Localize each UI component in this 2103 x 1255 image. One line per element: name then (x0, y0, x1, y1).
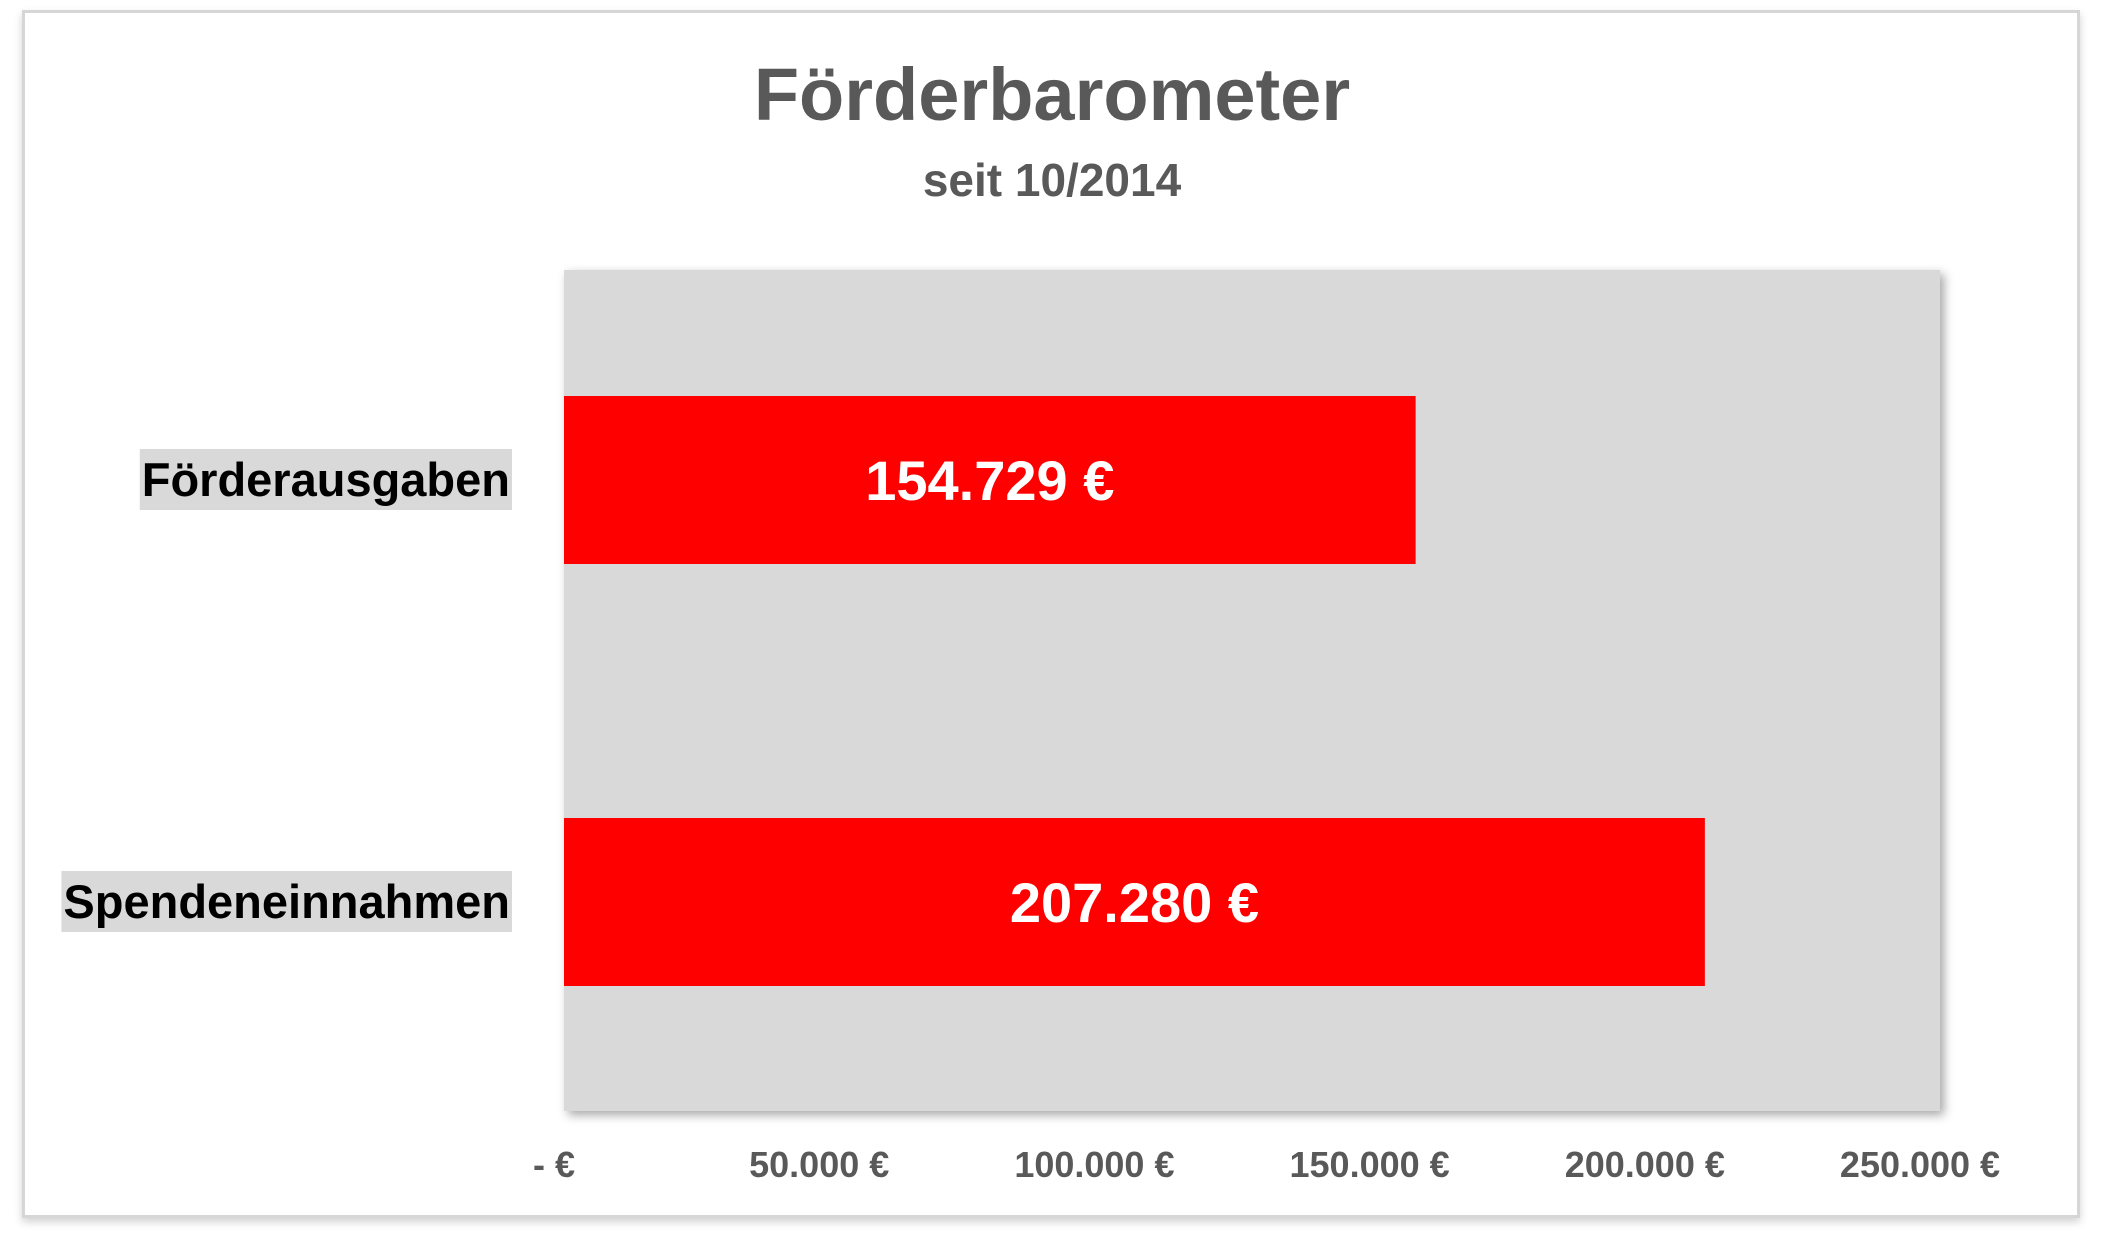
category-label-1: Spendeneinnahmen (63, 875, 510, 928)
chart-subtitle: seit 10/2014 (923, 154, 1182, 206)
x-tick-label-0: - € (533, 1144, 575, 1185)
bar-1 (564, 818, 1705, 986)
data-label-1: 207.280 € (1010, 871, 1259, 934)
x-tick-label-4: 200.000 € (1565, 1144, 1725, 1185)
x-tick-label-5: 250.000 € (1840, 1144, 2000, 1185)
x-axis-tick-labels: - € 50.000 € 100.000 € 150.000 € 200.000 € 25… (533, 1144, 2000, 1185)
x-tick-label-1: 50.000 € (749, 1144, 889, 1185)
bar-0 (564, 396, 1416, 564)
data-label-0: 154.729 € (865, 449, 1114, 512)
category-label-bg-1 (61, 871, 512, 932)
x-tick-label-3: 150.000 € (1290, 1144, 1450, 1185)
x-tick-label-2: 100.000 € (1014, 1144, 1174, 1185)
category-label-bg-0 (139, 449, 512, 510)
bars-layer: 154.729 € 207.280 € (564, 396, 1705, 986)
chart-title: Förderbarometer (754, 53, 1350, 136)
category-label-0: Förderausgaben (142, 453, 510, 506)
category-labels: Förderausgaben Spendeneinnahmen (61, 449, 512, 932)
